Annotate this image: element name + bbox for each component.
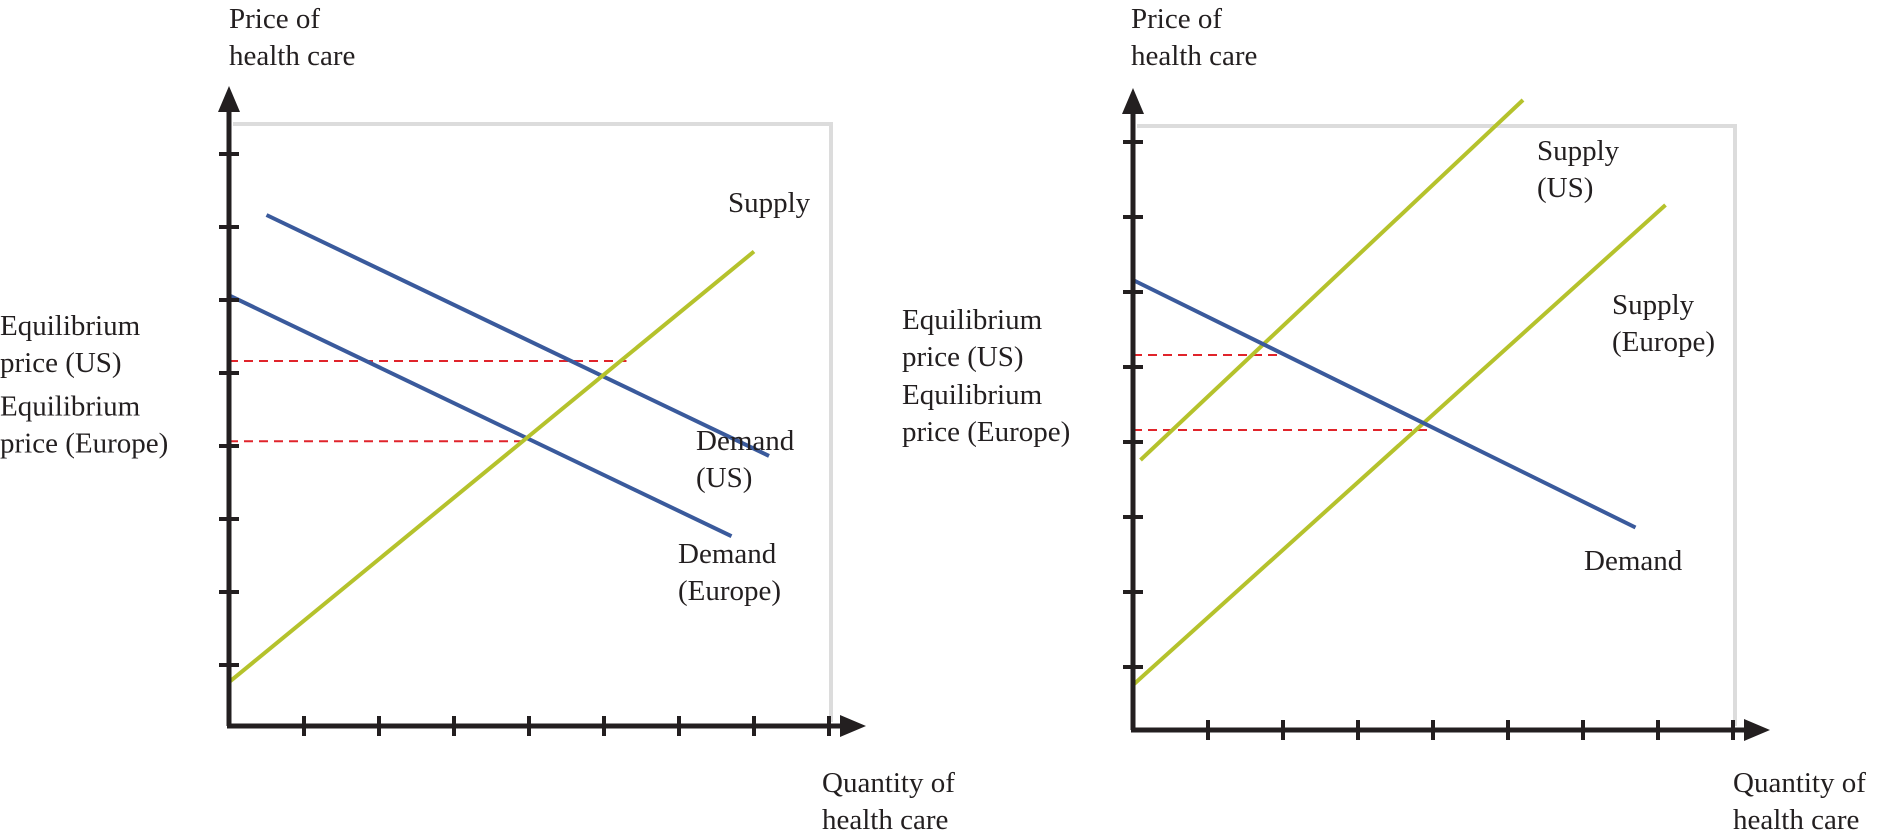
- y-axis-label-line: health care: [1131, 40, 1257, 72]
- supply-label-line: (Europe): [1612, 326, 1715, 358]
- demand-label: Demand: [1584, 545, 1683, 577]
- chart-left-panel: Price of health care Quantity of health car…: [0, 3, 955, 836]
- equilibrium-price-label-line: price (US): [0, 347, 122, 379]
- supply-curve-supply-europe: [1131, 203, 1667, 687]
- equilibrium-price-label: Equilibrium price (Europe): [0, 390, 168, 459]
- equilibrium-price-label: Equilibrium price (US): [902, 304, 1043, 373]
- x-axis-label-line: health care: [822, 804, 948, 836]
- equilibrium-price-label-line: Equilibrium: [902, 379, 1043, 411]
- supply-label: Supply (US): [1537, 135, 1620, 204]
- y-axis-label-line: health care: [229, 40, 355, 72]
- x-axis-label-line: health care: [1733, 804, 1859, 836]
- demand-curve-demand-europe: [228, 293, 733, 539]
- supply-label-line: Supply: [728, 187, 811, 219]
- y-axis-arrow: [1122, 88, 1144, 114]
- equilibrium-price-label: Equilibrium price (US): [0, 310, 141, 379]
- x-axis-arrow: [840, 715, 866, 737]
- demand-curve-demand-us: [265, 213, 770, 458]
- equilibrium-price-label-line: Equilibrium: [902, 304, 1043, 336]
- demand-label-line: Demand: [696, 425, 795, 457]
- y-axis-label: Price of health care: [229, 3, 355, 72]
- equilibrium-price-label-line: Equilibrium: [0, 390, 141, 422]
- supply-label: Supply: [728, 187, 811, 219]
- demand-label-line: (Europe): [678, 575, 781, 607]
- demand-label-line: (US): [696, 462, 752, 494]
- y-axis-arrow: [218, 86, 240, 112]
- demand-label: Demand (Europe): [678, 538, 781, 607]
- x-axis-label: Quantity of health care: [1733, 767, 1866, 836]
- chart-right-panel: Price of health care Quantity of health car…: [902, 3, 1866, 836]
- x-axis-label: Quantity of health care: [822, 767, 955, 836]
- supply-curve-supply-us: [1139, 98, 1525, 462]
- x-axis-label-line: Quantity of: [822, 767, 955, 799]
- supply-label-line: (US): [1537, 172, 1593, 204]
- supply-label-line: Supply: [1612, 289, 1695, 321]
- demand-label-line: Demand: [678, 538, 777, 570]
- supply-curve-supply: [227, 249, 756, 684]
- equilibrium-price-label-line: price (US): [902, 341, 1024, 373]
- equilibrium-price-label-line: price (Europe): [0, 427, 168, 459]
- supply-label: Supply (Europe): [1612, 289, 1715, 358]
- x-axis-arrow: [1744, 719, 1770, 741]
- y-axis-label-line: Price of: [229, 3, 320, 35]
- plot-area: [229, 126, 829, 726]
- demand-curve-demand: [1132, 278, 1637, 530]
- demand-label-line: Demand: [1584, 545, 1683, 577]
- y-axis-label: Price of health care: [1131, 3, 1257, 72]
- equilibrium-price-label-line: price (Europe): [902, 416, 1070, 448]
- y-axis-label-line: Price of: [1131, 3, 1222, 35]
- x-axis-label-line: Quantity of: [1733, 767, 1866, 799]
- supply-label-line: Supply: [1537, 135, 1620, 167]
- equilibrium-price-label: Equilibrium price (Europe): [902, 379, 1070, 448]
- demand-label: Demand (US): [696, 425, 795, 494]
- equilibrium-price-label-line: Equilibrium: [0, 310, 141, 342]
